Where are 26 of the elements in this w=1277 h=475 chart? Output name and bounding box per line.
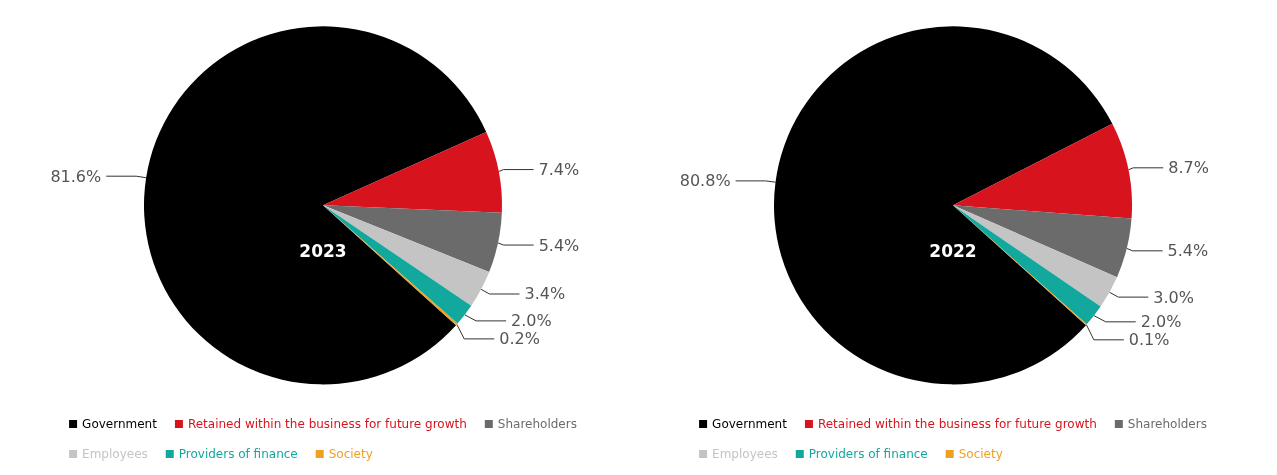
- legend-label: Shareholders: [1127, 417, 1207, 431]
- legend-label: Retained within the business for future growth: [187, 417, 467, 431]
- legend-label: Employees: [82, 447, 148, 461]
- data-label: 3.0%: [1153, 287, 1194, 307]
- legend-label: Government: [82, 417, 158, 431]
- legend-label: Retained within the business for future growth: [817, 417, 1097, 431]
- data-label: 2.0%: [511, 311, 552, 331]
- data-label: 0.2%: [499, 329, 540, 349]
- data-label: 3.4%: [524, 284, 566, 304]
- data-label: 7.4%: [538, 160, 580, 180]
- legend-label: Employees: [712, 447, 778, 461]
- legend-label: Society: [328, 447, 373, 461]
- data-label: 0.1%: [1128, 330, 1170, 350]
- legend-label: Providers of finance: [808, 447, 928, 461]
- legend-label: Society: [958, 447, 1003, 461]
- legend-label: Shareholders: [497, 417, 577, 431]
- data-label: 81.6%: [50, 166, 102, 186]
- data-label: 5.4%: [1167, 241, 1209, 261]
- text: 2023: [299, 241, 347, 261]
- legend-label: Providers of finance: [178, 447, 298, 461]
- data-label: 8.7%: [1168, 158, 1209, 178]
- legend-label: Government: [712, 417, 788, 431]
- text: 2022: [929, 241, 977, 261]
- data-label: 2.0%: [1140, 312, 1182, 332]
- data-label: 5.4%: [538, 235, 580, 255]
- data-label: 80.8%: [679, 171, 731, 191]
